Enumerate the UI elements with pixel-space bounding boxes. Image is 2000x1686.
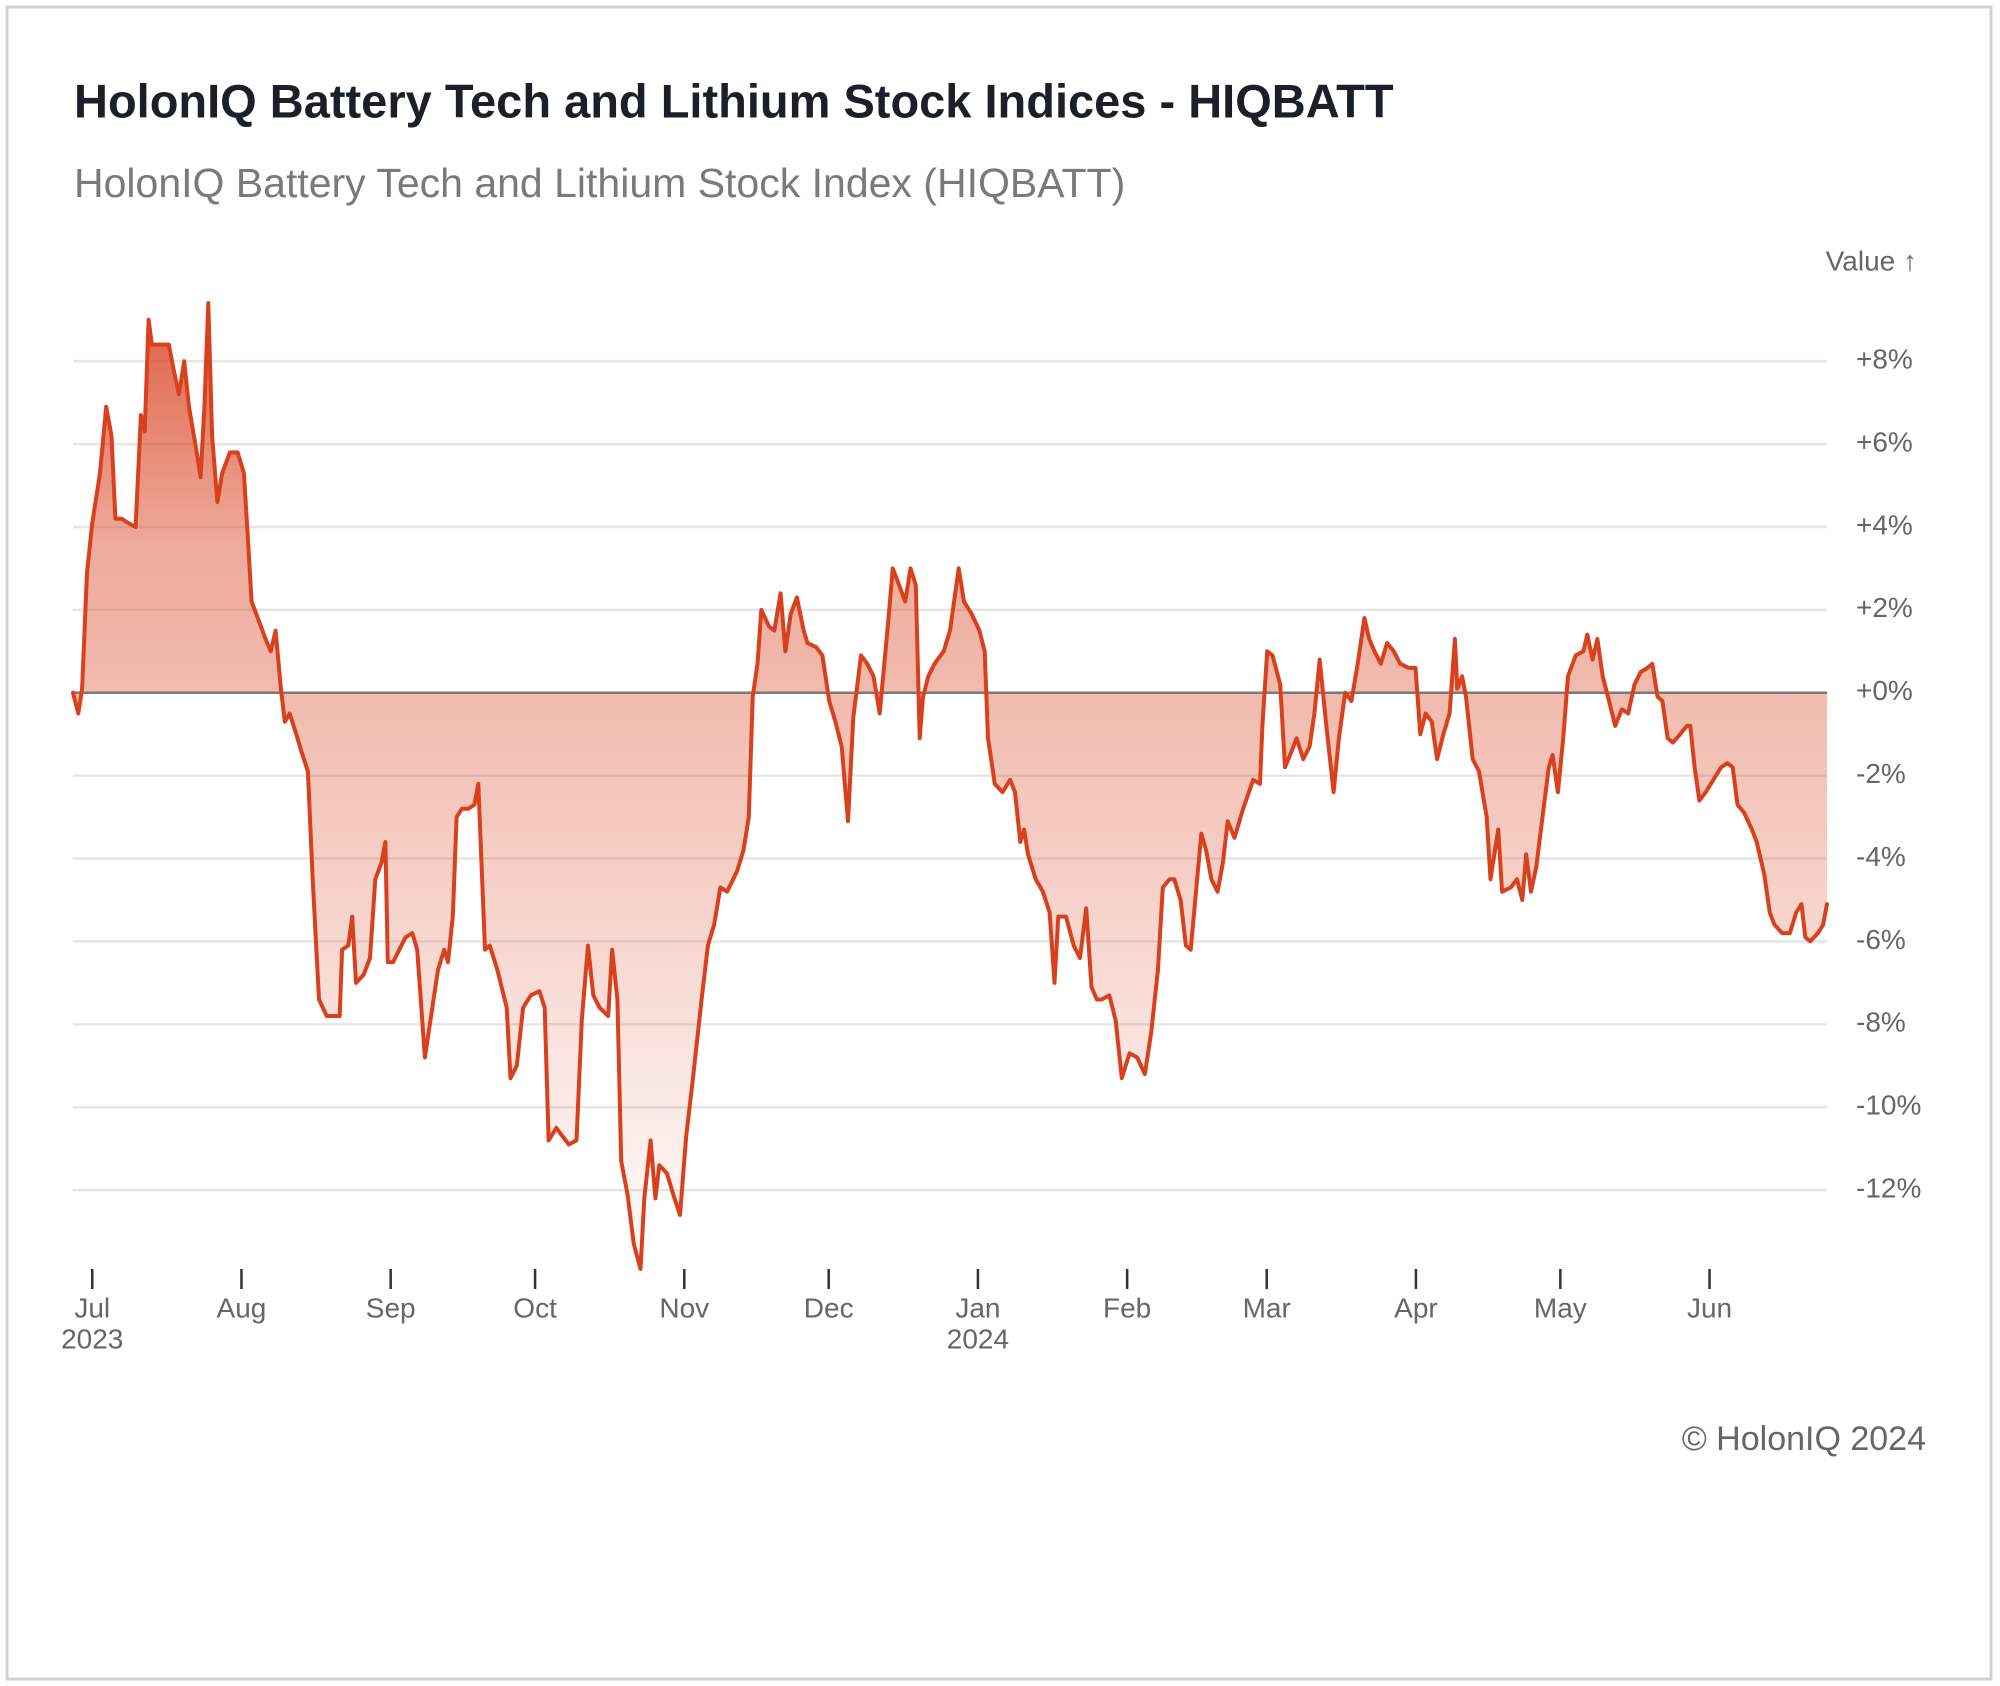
y-tick-label: -8%	[1856, 1007, 1906, 1038]
y-tick-label: +0%	[1856, 675, 1913, 706]
y-axis-title: Value ↑	[1826, 245, 1917, 276]
line	[71, 301, 1829, 1271]
x-tick-label: Jun	[1687, 1292, 1732, 1323]
x-tick-label: Dec	[804, 1292, 854, 1323]
plot	[71, 301, 1829, 1271]
area	[73, 303, 1827, 1269]
y-tick-label: -4%	[1856, 841, 1906, 872]
y-tick-label: -2%	[1856, 758, 1906, 789]
chart-title: HolonIQ Battery Tech and Lithium Stock I…	[74, 74, 1394, 127]
y-tick-label: +4%	[1856, 509, 1913, 540]
x-tick-label: Aug	[217, 1292, 267, 1323]
y-tick-label: +6%	[1856, 426, 1913, 457]
y-tick-label: -10%	[1856, 1090, 1921, 1121]
chart-subtitle: HolonIQ Battery Tech and Lithium Stock I…	[74, 160, 1125, 206]
axes: +8%+6%+4%+2%+0%-2%-4%-6%-8%-10%-12%Jul20…	[61, 344, 1921, 1355]
x-tick-label: Nov	[659, 1292, 709, 1323]
x-tick-label: Apr	[1394, 1292, 1438, 1323]
footer: © HolonIQ 2024	[1682, 1420, 1926, 1458]
y-tick-label: -12%	[1856, 1172, 1921, 1203]
x-tick-year: 2024	[947, 1323, 1009, 1354]
y-tick-label: -6%	[1856, 924, 1906, 955]
x-tick-label: Jul	[74, 1292, 110, 1323]
x-tick-label: May	[1534, 1292, 1587, 1323]
x-tick-label: Feb	[1103, 1292, 1151, 1323]
x-tick-label: Sep	[366, 1292, 416, 1323]
x-tick-label: Mar	[1243, 1292, 1291, 1323]
x-tick-label: Oct	[513, 1292, 557, 1323]
y-tick-label: +2%	[1856, 592, 1913, 623]
x-tick-label: Jan	[955, 1292, 1000, 1323]
y-tick-label: +8%	[1856, 344, 1913, 375]
x-tick-year: 2023	[61, 1323, 123, 1354]
